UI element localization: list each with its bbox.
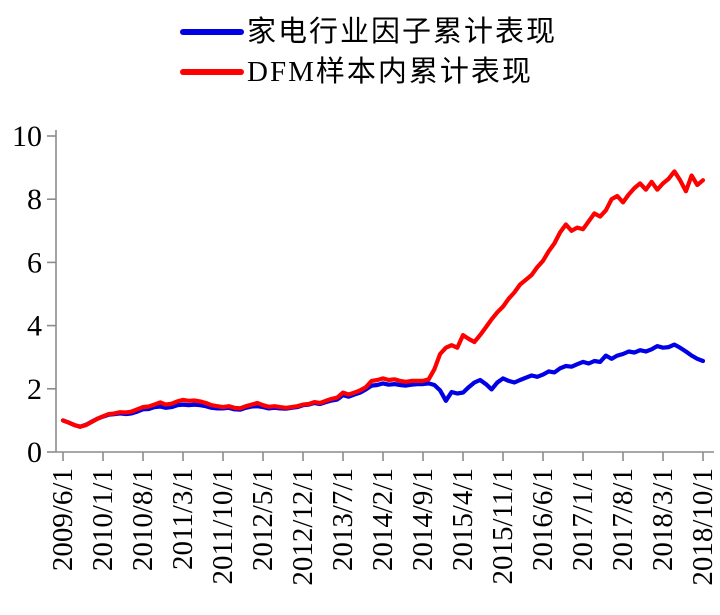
legend-line-swatch-blue bbox=[180, 29, 244, 35]
x-tick-label: 2012/5/1 bbox=[247, 468, 279, 571]
x-tick-label: 2017/8/1 bbox=[607, 468, 639, 571]
x-tick-label: 2012/12/1 bbox=[287, 468, 319, 586]
x-tick-label: 2011/10/1 bbox=[207, 468, 239, 585]
x-tick-label: 2014/9/1 bbox=[407, 468, 439, 571]
legend-label-dfm: DFM样本内累计表现 bbox=[247, 55, 533, 88]
x-tick-label: 2017/1/1 bbox=[567, 468, 599, 571]
x-tick-label: 2011/3/1 bbox=[167, 468, 199, 570]
x-tick-label: 2009/6/1 bbox=[47, 468, 79, 571]
legend-item-factor: 家电行业因子累计表现 bbox=[180, 12, 557, 52]
x-tick-label: 2018/10/1 bbox=[687, 468, 719, 586]
legend-item-dfm: DFM样本内累计表现 bbox=[180, 52, 557, 92]
y-tick-label: 10 bbox=[12, 120, 42, 153]
legend-label-factor: 家电行业因子累计表现 bbox=[247, 15, 558, 48]
y-tick-label: 0 bbox=[27, 436, 42, 469]
x-tick-label: 2016/6/1 bbox=[527, 468, 559, 571]
y-tick-label: 4 bbox=[27, 310, 42, 343]
legend-line-swatch-red bbox=[180, 69, 244, 75]
series-line-factor bbox=[60, 342, 706, 429]
x-tick-label: 2014/2/1 bbox=[367, 468, 399, 571]
y-tick-label: 6 bbox=[27, 246, 42, 279]
x-tick-label: 2013/7/1 bbox=[327, 468, 359, 571]
series-line-dfm bbox=[60, 169, 706, 429]
x-tick-label: 2010/1/1 bbox=[87, 468, 119, 571]
x-tick-label: 2015/11/1 bbox=[487, 468, 519, 585]
legend: 家电行业因子累计表现 DFM样本内累计表现 bbox=[180, 12, 557, 92]
x-tick-label: 2018/3/1 bbox=[647, 468, 679, 571]
y-tick-label: 2 bbox=[27, 373, 42, 406]
y-tick-label: 8 bbox=[27, 183, 42, 216]
x-tick-label: 2010/8/1 bbox=[127, 468, 159, 571]
x-tick-label: 2015/4/1 bbox=[447, 468, 479, 571]
